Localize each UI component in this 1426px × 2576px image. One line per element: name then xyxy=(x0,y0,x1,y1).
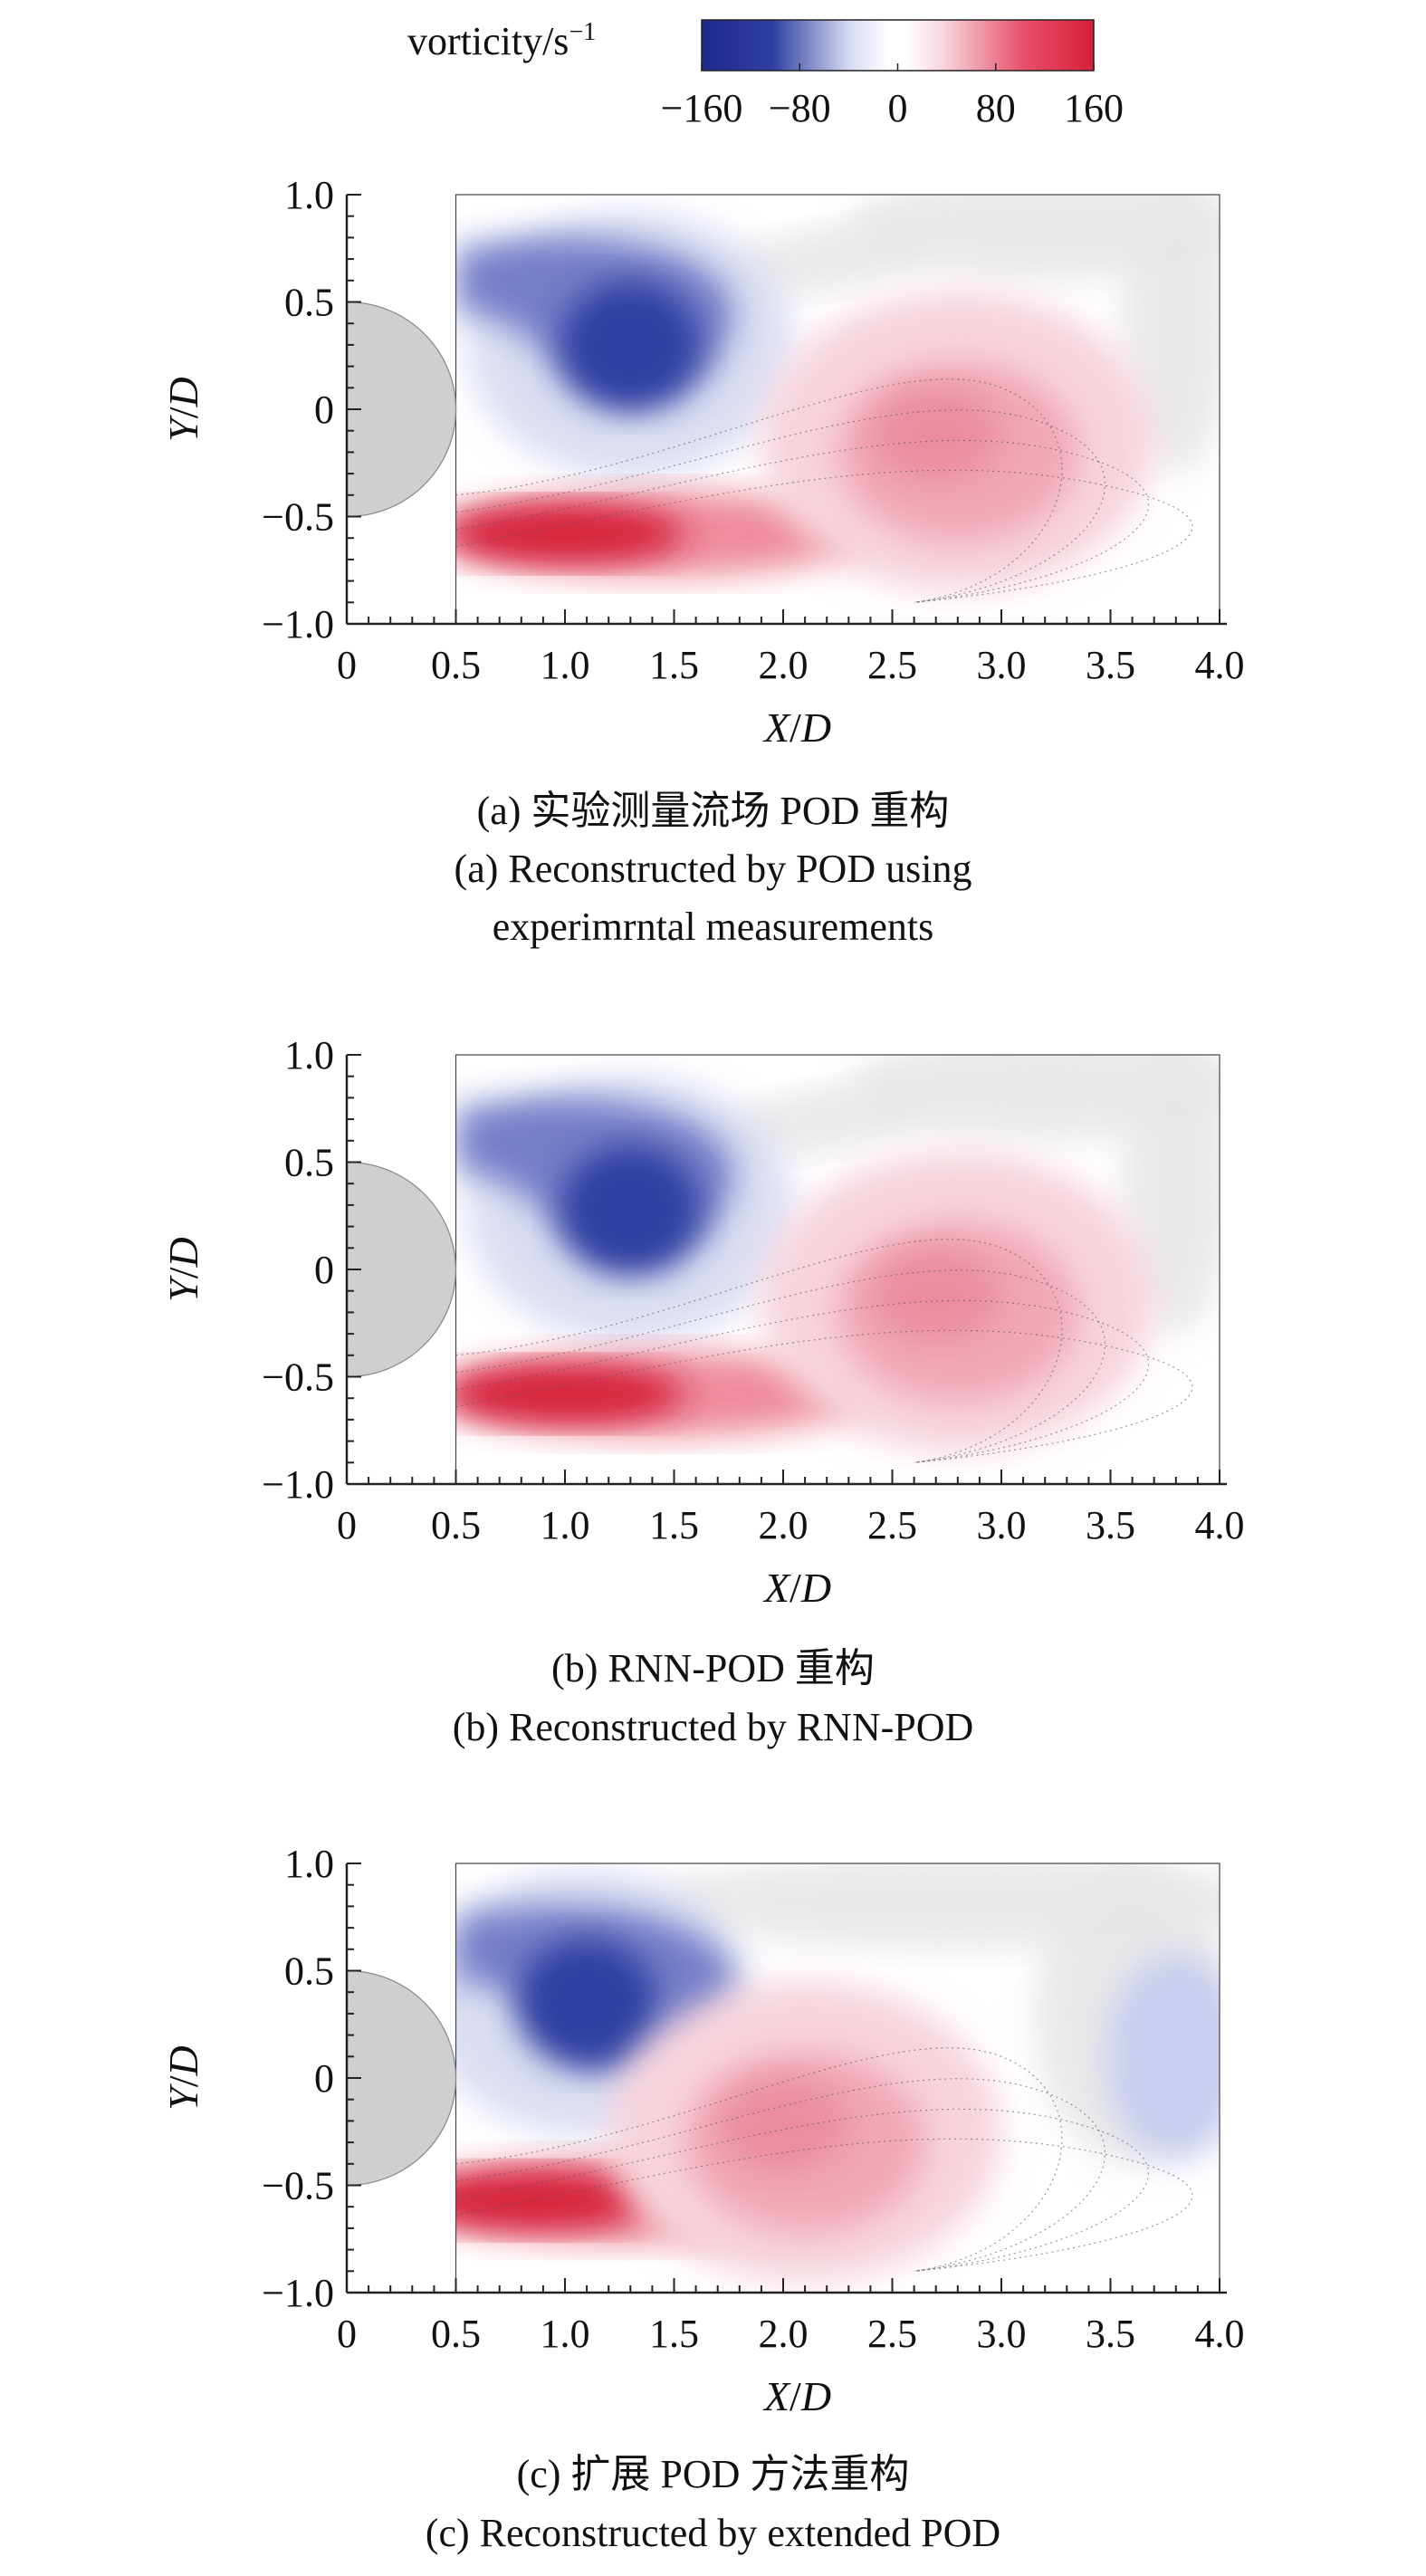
x-axis-label: X/D xyxy=(762,704,831,751)
contour-line xyxy=(455,1269,1105,1463)
y-tick-label: 0.5 xyxy=(284,281,334,325)
colorbar-label: vorticity/s−1 xyxy=(407,18,596,63)
x-tick-label: 0.5 xyxy=(431,2312,481,2356)
x-tick-label: 3.0 xyxy=(977,643,1027,687)
y-tick-label: −1.0 xyxy=(262,1462,334,1507)
y-tick-label: −0.5 xyxy=(262,2164,334,2208)
panel-b: 0 0.5 1.0 1.5 2.0 2.5 3.0 3.5 4.0 1.0 0.5 0 −0.5 −1.0… xyxy=(160,1033,1245,1611)
colorbar-tick-label: −160 xyxy=(661,86,743,130)
y-axis-label: Y/D xyxy=(160,377,206,442)
x-tick-label: 4.0 xyxy=(1195,643,1245,687)
caption-c-en: (c) Reconstructed by extended POD xyxy=(425,2511,1001,2555)
y-tick-label: −1.0 xyxy=(262,602,334,646)
x-tick-label: 1.5 xyxy=(649,1503,699,1547)
caption-a-cn: (a) 实验测量流场 POD 重构 xyxy=(476,789,950,833)
colorbar-tick-label: 160 xyxy=(1064,86,1124,130)
y-tick-label: 0.5 xyxy=(284,1141,334,1185)
y-tick-label: 0.5 xyxy=(284,1949,334,1994)
weak-vorticity-region xyxy=(719,222,935,296)
x-tick-label: 4.0 xyxy=(1195,1503,1245,1547)
colorbar-tick-label: 80 xyxy=(976,86,1016,130)
caption-b-cn: (b) RNN-POD 重构 xyxy=(551,1646,875,1690)
positive-vortex-core xyxy=(870,388,1001,483)
colorbar-tick-label: −80 xyxy=(769,86,831,130)
vorticity-field xyxy=(455,195,1220,624)
y-tick-label: 0 xyxy=(314,1248,334,1292)
x-tick-label: 0 xyxy=(337,1503,357,1547)
x-tick-label: 1.5 xyxy=(649,2312,699,2356)
panels: 0 0.5 1.0 1.5 2.0 2.5 3.0 3.5 4.0 1.0 0.5 0 −0.5 −1.0… xyxy=(160,173,1245,2419)
colorbar-ticks: −160 −80 0 80 160 xyxy=(661,63,1124,130)
contour-line xyxy=(455,1299,1150,1463)
y-tick-label: 0 xyxy=(314,2056,334,2101)
x-tick-label: 3.0 xyxy=(977,2312,1027,2356)
y-tick-label: −0.5 xyxy=(262,1355,334,1400)
x-tick-label: 2.5 xyxy=(867,1503,917,1547)
vorticity-field xyxy=(455,1863,1220,2293)
x-tick-label: 3.5 xyxy=(1086,2312,1135,2356)
negative-vortex-core xyxy=(516,1938,657,2068)
y-tick-label: 0 xyxy=(314,388,334,432)
negative-vortex-core xyxy=(560,1144,701,1274)
x-tick-label: 2.5 xyxy=(867,2312,917,2356)
cylinder xyxy=(346,301,457,518)
y-tick-label: −1.0 xyxy=(262,2271,334,2315)
cylinder xyxy=(346,1161,457,1378)
x-tick-label: 2.0 xyxy=(759,643,809,687)
caption-a-en-1: (a) Reconstructed by POD using xyxy=(454,847,972,891)
caption-c-cn: (c) 扩展 POD 方法重构 xyxy=(516,2452,910,2496)
y-tick-label: 1.0 xyxy=(284,1033,334,1077)
x-tick-label: 3.5 xyxy=(1086,1503,1135,1547)
y-tick-label: 1.0 xyxy=(284,173,334,217)
x-tick-label: 0 xyxy=(337,2312,357,2356)
cylinder xyxy=(346,1969,457,2187)
contour-line xyxy=(455,2108,1150,2272)
panel-a: 0 0.5 1.0 1.5 2.0 2.5 3.0 3.5 4.0 1.0 0.5 0 −0.5 −1.0… xyxy=(160,173,1245,751)
contour-line xyxy=(455,2047,1063,2272)
positive-vortex-core xyxy=(717,2078,849,2173)
colorbar: vorticity/s−1 −160 −80 0 80 160 xyxy=(407,18,1124,130)
x-tick-label: 1.0 xyxy=(541,1503,590,1547)
contour-line xyxy=(455,2078,1105,2272)
positive-shear-layer-core xyxy=(455,2169,653,2231)
contour-line xyxy=(455,1239,1063,1463)
positive-vortex-core xyxy=(870,1248,1001,1343)
y-axis-label: Y/D xyxy=(160,2045,206,2111)
colorbar-gradient xyxy=(701,19,1095,72)
x-tick-label: 0.5 xyxy=(431,643,481,687)
caption-b-en: (b) Reconstructed by RNN-POD xyxy=(452,1705,974,1749)
colorbar-tick-label: 0 xyxy=(888,86,908,130)
vorticity-field xyxy=(455,1055,1220,1484)
weak-vorticity-region xyxy=(719,1082,935,1156)
x-tick-label: 3.0 xyxy=(977,1503,1027,1547)
x-tick-label: 2.5 xyxy=(867,643,917,687)
positive-shear-layer-core xyxy=(455,1364,685,1424)
y-tick-label: −0.5 xyxy=(262,495,334,540)
x-tick-label: 3.5 xyxy=(1086,643,1135,687)
positive-shear-layer-core xyxy=(455,503,685,564)
x-tick-label: 2.0 xyxy=(759,2312,809,2356)
x-axis-label: X/D xyxy=(762,1565,831,1611)
x-tick-label: 0.5 xyxy=(431,1503,481,1547)
x-axis-label: X/D xyxy=(762,2373,831,2419)
x-tick-label: 2.0 xyxy=(759,1503,809,1547)
contour-line xyxy=(455,439,1150,603)
x-tick-label: 0 xyxy=(337,643,357,687)
negative-vortex-core xyxy=(560,280,701,409)
x-tick-label: 4.0 xyxy=(1195,2312,1245,2356)
x-tick-label: 1.0 xyxy=(541,643,590,687)
y-axis-label: Y/D xyxy=(160,1237,206,1302)
x-tick-label: 1.5 xyxy=(649,643,699,687)
x-tick-label: 1.0 xyxy=(541,2312,590,2356)
panel-c: 0 0.5 1.0 1.5 2.0 2.5 3.0 3.5 4.0 1.0 0.5 0 −0.5 −1.0… xyxy=(160,1842,1245,2419)
contour-line xyxy=(455,378,1063,603)
negative-vortex-weak xyxy=(1105,1953,1220,2160)
contour-line xyxy=(455,409,1105,603)
y-tick-label: 1.0 xyxy=(284,1842,334,1886)
caption-a-en-2: experimrntal measurements xyxy=(492,905,934,949)
